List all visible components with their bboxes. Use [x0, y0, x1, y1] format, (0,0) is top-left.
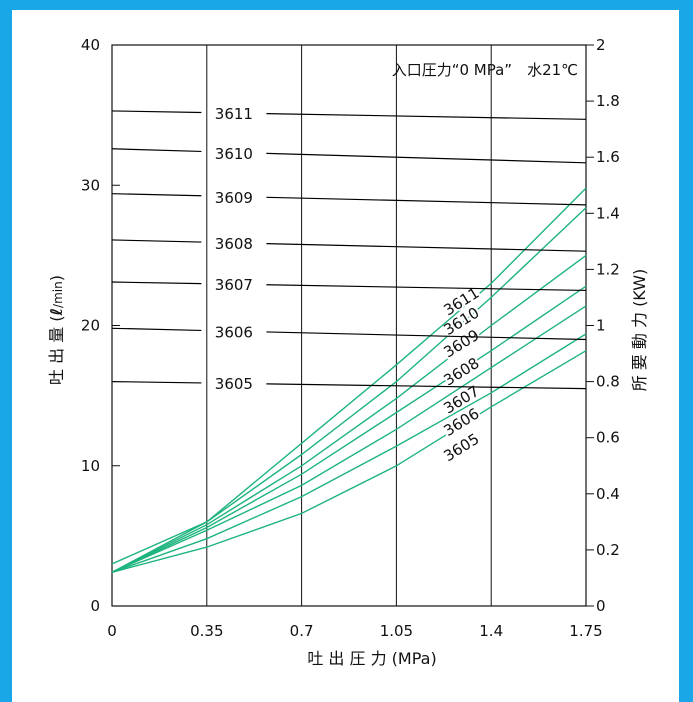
condition-note: 入口圧力“0 MPa” 水21℃ — [392, 61, 578, 79]
y-right-tick-label: 1.4 — [596, 204, 620, 222]
y-right-tick-label: 1 — [596, 317, 606, 335]
y-right-tick-label: 0 — [596, 597, 606, 615]
y-axis-left-label-unit-l: ℓ — [47, 308, 66, 317]
y-left-tick-label: 30 — [81, 176, 100, 194]
flow-line-3606 — [111, 327, 202, 332]
y-axis-left-label: 吐 出 量 (ℓ/min) — [47, 275, 66, 385]
y-left-tick-label: 20 — [81, 317, 100, 335]
x-tick-label: 0.35 — [190, 622, 223, 640]
y-right-tick-label: 0.2 — [596, 541, 620, 559]
y-right-tick-label: 1.6 — [596, 148, 620, 166]
flow-label-3608: 3608 — [215, 235, 253, 253]
y-axis-right-label: 所 要 動 力 (KW) — [630, 269, 649, 392]
x-tick-label: 1.75 — [569, 622, 602, 640]
x-tick-label: 0 — [107, 622, 117, 640]
y-right-tick-label: 0.8 — [596, 373, 620, 391]
grid-layer — [111, 44, 594, 607]
y-left-tick-label: 10 — [81, 457, 100, 475]
x-tick-label: 1.4 — [479, 622, 503, 640]
power-curve-3611 — [111, 187, 587, 565]
power-curve-3605 — [111, 350, 587, 573]
flow-line-3605 — [111, 381, 202, 384]
flow-label-3606: 3606 — [215, 323, 253, 341]
y-axis-left-label-main: 吐 出 量 ( — [47, 315, 66, 385]
plot-border — [111, 44, 587, 607]
power-curve-3608 — [111, 285, 587, 573]
x-axis-label: 吐 出 圧 力 (MPa) — [307, 649, 436, 668]
flow-line-3607 — [111, 281, 202, 285]
flow-line-3609-b — [266, 196, 587, 206]
flow-line-3609 — [111, 193, 202, 197]
y-right-tick-label: 2 — [596, 36, 606, 54]
flow-label-3609: 3609 — [215, 189, 253, 207]
power-curve-3610 — [111, 207, 587, 573]
y-left-tick-label: 0 — [90, 597, 100, 615]
x-tick-label: 0.7 — [290, 622, 314, 640]
flow-label-3611: 3611 — [215, 105, 253, 123]
flow-line-3608 — [111, 239, 202, 243]
power-curve-3606 — [111, 333, 587, 573]
flow-line-3608-b — [266, 243, 587, 252]
y-left-tick-label: 40 — [81, 36, 100, 54]
tick-labels-layer: 0 0.35 0.7 1.05 1.4 1.75 0 10 20 30 40 0 0.2 0.4 0.6 0.… — [81, 36, 620, 640]
flow-line-3607-b — [266, 284, 587, 292]
y-right-tick-label: 1.2 — [596, 260, 620, 278]
flow-label-3605: 3605 — [215, 375, 253, 393]
flow-line-3611 — [111, 110, 202, 114]
flow-line-3606-b — [266, 331, 587, 341]
flow-line-3611-b — [266, 113, 587, 120]
y-axis-left-label-unit-min: /min — [51, 281, 65, 308]
x-tick-label: 1.05 — [380, 622, 413, 640]
flow-label-3607: 3607 — [215, 276, 253, 294]
y-right-tick-label: 1.8 — [596, 92, 620, 110]
power-curve-3609 — [111, 254, 587, 573]
flow-line-3610-b — [266, 152, 587, 164]
flow-label-3610: 3610 — [215, 145, 253, 163]
flow-lines-layer: 3605 3606 3607 3608 3609 3610 3611 — [111, 105, 587, 393]
y-axis-left-label-close: ) — [47, 275, 66, 281]
y-right-tick-label: 0.6 — [596, 429, 620, 447]
flow-line-3610 — [111, 148, 202, 153]
power-curve-3607 — [111, 305, 587, 573]
flow-line-3605-b — [266, 383, 587, 390]
y-right-tick-label: 0.4 — [596, 485, 620, 503]
